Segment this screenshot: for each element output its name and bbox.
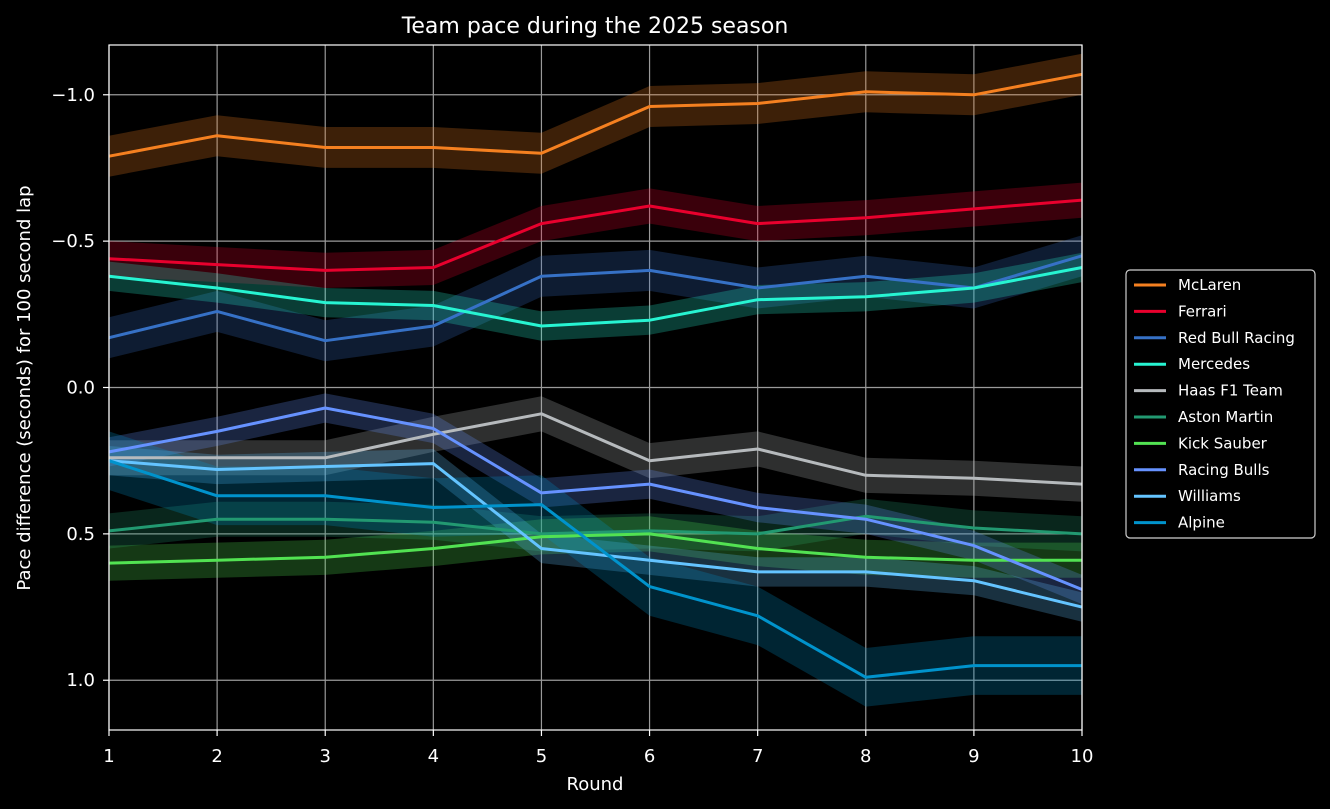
line-red-bull-racing [108,254,1083,343]
legend-box [1125,269,1316,539]
y-tick-label: 1.0 [66,670,95,691]
x-tick-label: 4 [428,746,439,767]
band-ferrari [109,182,1082,288]
line-mclaren [108,72,1083,158]
y-axis-label: Pace difference (seconds) for 100 second… [14,185,35,590]
line-haas-f1-team [109,412,1083,486]
legend-label-ferrari: Ferrari [1178,302,1227,320]
line-racing-bulls [108,406,1083,591]
band-racing-bulls [109,393,1082,605]
x-ticks: 1 2 3 4 5 6 7 8 9 10 [103,730,1093,767]
y-tick-label: 0.5 [66,524,95,545]
line-ferrari [108,198,1083,272]
series-lines [108,72,1083,679]
legend-label-red-bull-racing: Red Bull Racing [1178,329,1295,347]
legend: McLaren Ferrari Red Bull Racing Mercedes Haa… [1125,269,1316,539]
x-tick-label: 2 [211,746,222,767]
legend-label-kick-sauber: Kick Sauber [1178,434,1268,452]
band-haas-f1-team [109,396,1082,502]
legend-label-williams: Williams [1178,487,1241,505]
x-tick-label: 1 [103,746,114,767]
band-mclaren [109,53,1082,177]
chart-title: Team pace during the 2025 season [401,14,789,39]
y-ticks: −1.0 −0.5 0.0 0.5 1.0 [51,85,109,691]
legend-label-racing-bulls: Racing Bulls [1178,461,1270,479]
confidence-bands [109,53,1082,707]
legend-label-mercedes: Mercedes [1178,355,1250,373]
line-mercedes [108,266,1083,328]
x-axis-label: Round [567,774,624,795]
band-williams [109,446,1082,622]
y-tick-label: −1.0 [51,85,95,106]
legend-label-haas-f1-team: Haas F1 Team [1178,382,1283,400]
y-tick-label: −0.5 [51,231,95,252]
line-kick-sauber [108,532,1082,565]
line-alpine [108,459,1082,679]
x-tick-label: 8 [860,746,871,767]
band-red-bull-racing [109,235,1082,362]
x-tick-label: 7 [752,746,763,767]
line-aston-martin [108,514,1083,536]
y-tick-label: 0.0 [66,378,95,399]
line-williams [108,459,1083,609]
legend-label-aston-martin: Aston Martin [1178,408,1273,426]
x-tick-label: 5 [536,746,547,767]
legend-label-mclaren: McLaren [1178,276,1241,294]
band-kick-sauber [109,516,1082,581]
band-aston-martin [109,498,1082,552]
x-tick-label: 3 [319,746,330,767]
x-tick-label: 9 [968,746,979,767]
x-tick-label: 10 [1071,746,1094,767]
x-tick-label: 6 [644,746,655,767]
legend-label-alpine: Alpine [1178,514,1225,532]
